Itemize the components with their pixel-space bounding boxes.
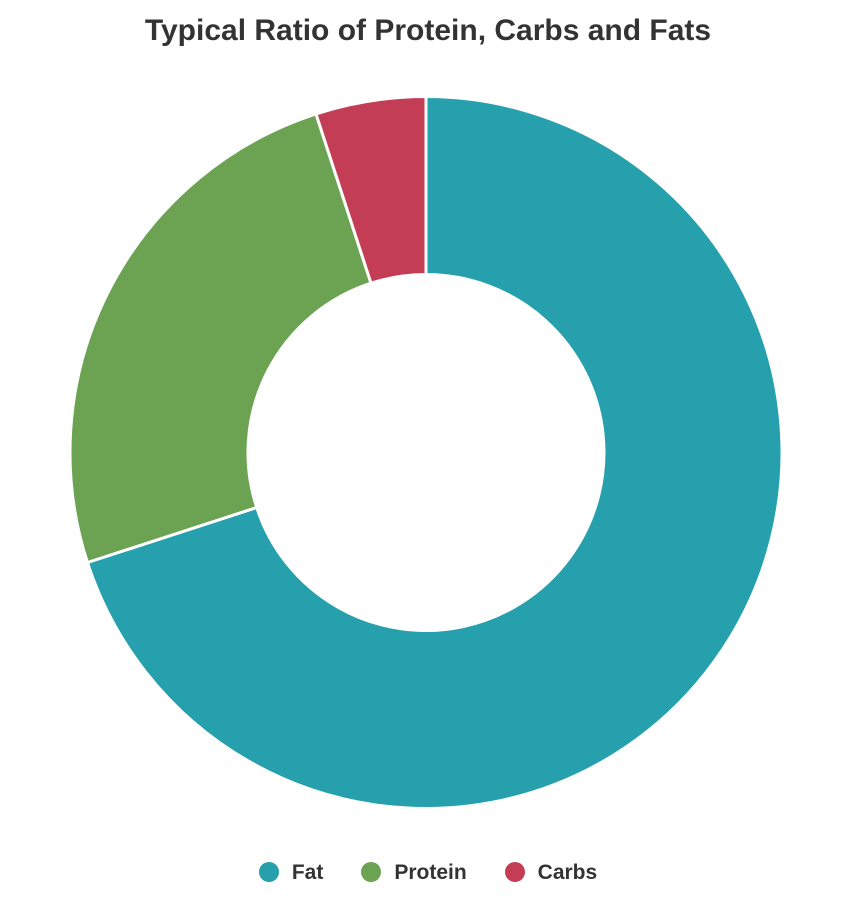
chart-legend: Fat Protein Carbs — [0, 858, 856, 886]
legend-swatch-protein-icon — [361, 862, 382, 882]
slice-protein[interactable] — [68, 112, 373, 565]
legend-item-protein[interactable]: Protein — [361, 860, 467, 884]
legend-label: Protein — [394, 860, 467, 884]
legend-swatch-carbs-icon — [504, 862, 525, 882]
legend-swatch-fat-icon — [258, 862, 279, 882]
legend-label: Fat — [291, 860, 324, 884]
slice-carbs[interactable] — [314, 95, 428, 285]
slice-fat[interactable] — [85, 95, 784, 810]
legend-item-fat[interactable]: Fat — [258, 860, 324, 884]
legend-label: Carbs — [537, 860, 598, 884]
chart-title: Typical Ratio of Protein, Carbs and Fats — [144, 14, 712, 47]
legend-item-carbs[interactable]: Carbs — [504, 860, 598, 884]
